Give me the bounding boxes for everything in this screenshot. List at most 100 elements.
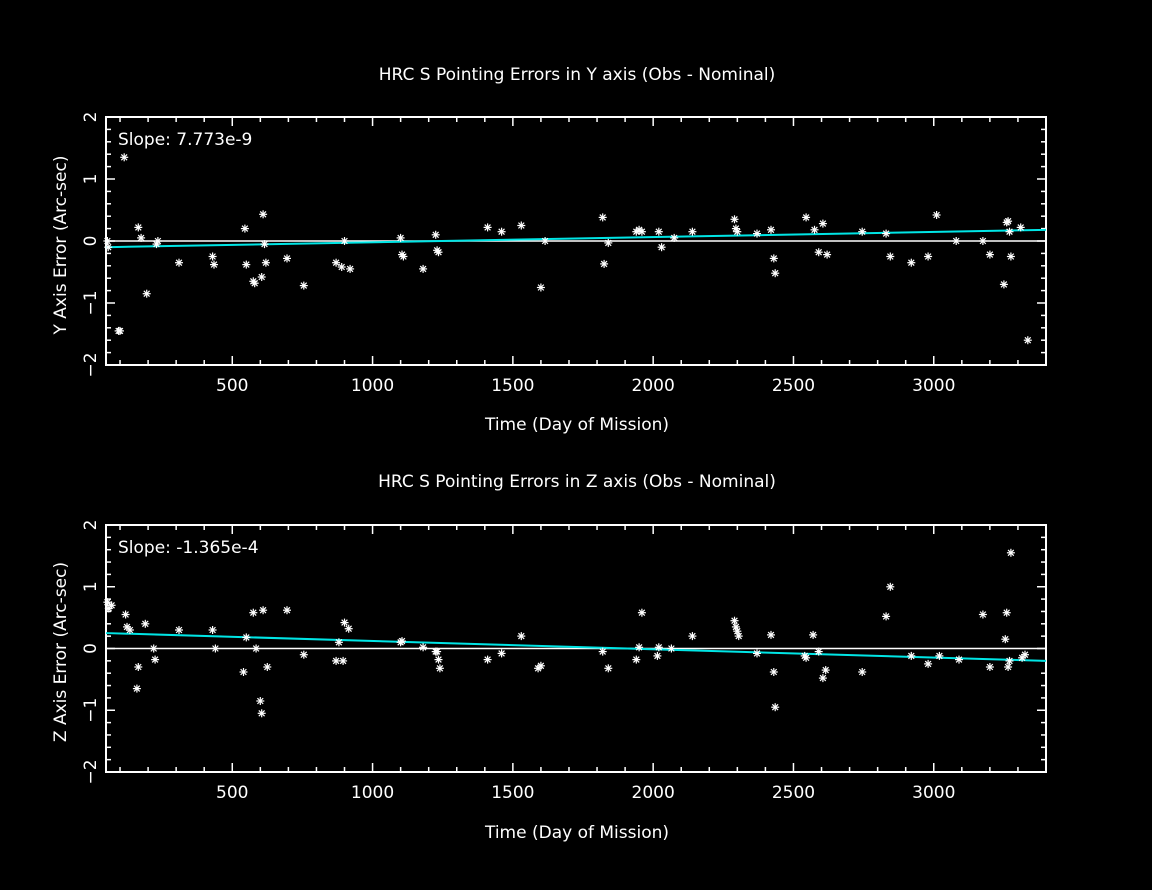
data-point <box>121 610 130 619</box>
data-point <box>810 225 819 234</box>
chart-title: HRC S Pointing Errors in Y axis (Obs - N… <box>379 65 776 85</box>
data-point <box>137 233 146 242</box>
y-tick-label: −2 <box>81 759 101 784</box>
data-point <box>688 632 697 641</box>
data-point <box>734 632 743 641</box>
z-axis-error-panel: HRC S Pointing Errors in Z axis (Obs - N… <box>51 472 1047 843</box>
data-point <box>419 643 428 652</box>
data-point <box>769 254 778 263</box>
data-point <box>654 227 663 236</box>
plot-area: 500 1000 1500 2000 2500 3000 −2 −1 0 1 2 <box>81 112 1047 396</box>
data-point <box>132 684 141 693</box>
data-point <box>771 703 780 712</box>
x-axis-label: Time (Day of Mission) <box>484 415 669 435</box>
data-point <box>175 626 183 634</box>
data-point <box>340 237 349 245</box>
data-point <box>670 233 679 242</box>
data-point <box>249 608 258 617</box>
data-point <box>818 219 827 228</box>
y-tick-label: 2 <box>81 112 101 123</box>
x-tick-label: 2500 <box>772 376 815 396</box>
data-point <box>999 280 1008 289</box>
data-point <box>211 644 220 653</box>
data-point <box>257 273 266 281</box>
data-point <box>517 221 526 230</box>
data-point <box>434 248 443 257</box>
x-tick-label: 2500 <box>772 783 815 803</box>
data-point <box>210 260 218 269</box>
y-axis-error-panel: HRC S Pointing Errors in Y axis (Obs - N… <box>51 65 1047 435</box>
data-point <box>688 227 697 236</box>
data-point <box>149 644 158 653</box>
data-point <box>134 223 143 232</box>
data-point <box>767 225 775 234</box>
y-tick-label: 2 <box>81 520 101 531</box>
data-point <box>952 237 961 245</box>
x-tick-label: 500 <box>216 783 248 803</box>
data-point <box>1002 608 1011 617</box>
data-point <box>985 663 994 671</box>
data-point <box>299 281 308 290</box>
data-point <box>858 227 867 236</box>
data-point <box>653 651 662 660</box>
x-tick-label: 500 <box>216 376 248 396</box>
data-point <box>250 279 259 288</box>
data-point <box>1005 656 1014 665</box>
data-point <box>517 632 526 641</box>
data-point <box>802 213 811 222</box>
data-point <box>604 238 613 247</box>
data-point <box>536 283 545 292</box>
y-axis-label: Y Axis Error (Arc-sec) <box>51 156 71 336</box>
data-point <box>107 601 116 610</box>
data-point <box>259 210 268 219</box>
data-point <box>730 215 739 224</box>
data-point <box>261 258 270 267</box>
slope-annotation: Slope: 7.773e-9 <box>118 130 252 150</box>
data-point <box>730 616 739 625</box>
data-point <box>120 153 129 162</box>
data-point <box>814 647 823 656</box>
data-point <box>346 264 355 273</box>
data-point <box>769 668 778 676</box>
y-tick-label: 0 <box>81 643 101 654</box>
data-point <box>600 259 609 268</box>
data-point <box>1004 217 1013 226</box>
data-point <box>536 661 545 670</box>
y-tick-label: 1 <box>81 581 101 592</box>
data-point <box>935 651 944 660</box>
chart-title: HRC S Pointing Errors in Z axis (Obs - N… <box>378 472 776 492</box>
data-point <box>283 606 291 615</box>
data-point <box>434 655 443 664</box>
data-point <box>1006 252 1015 261</box>
x-tick-label: 3000 <box>912 376 955 396</box>
data-point <box>657 243 666 252</box>
data-point <box>103 237 112 245</box>
data-point <box>1023 336 1032 345</box>
x-axis-label: Time (Day of Mission) <box>484 823 669 843</box>
data-point <box>153 237 162 245</box>
data-point <box>598 213 607 222</box>
y-tick-label: −1 <box>81 290 101 315</box>
data-point <box>924 659 933 668</box>
data-point <box>260 240 269 249</box>
data-point <box>263 663 272 671</box>
data-point <box>396 233 405 242</box>
data-point <box>239 668 248 676</box>
data-point <box>252 644 261 653</box>
data-point <box>332 656 341 665</box>
y-tick-label: 1 <box>81 174 101 185</box>
data-point <box>802 653 811 662</box>
data-point <box>955 655 963 664</box>
y-tick-label: 0 <box>81 236 101 247</box>
data-point <box>242 633 251 642</box>
data-point <box>332 258 341 267</box>
data-point <box>771 269 780 278</box>
data-point <box>1006 548 1015 557</box>
x-tick-label: 3000 <box>912 783 955 803</box>
data-point <box>283 254 291 263</box>
data-point <box>1016 223 1025 232</box>
x-tick-label: 1500 <box>491 783 534 803</box>
data-point <box>818 674 827 683</box>
y-tick-label: −1 <box>81 698 101 723</box>
data-point <box>637 608 646 617</box>
